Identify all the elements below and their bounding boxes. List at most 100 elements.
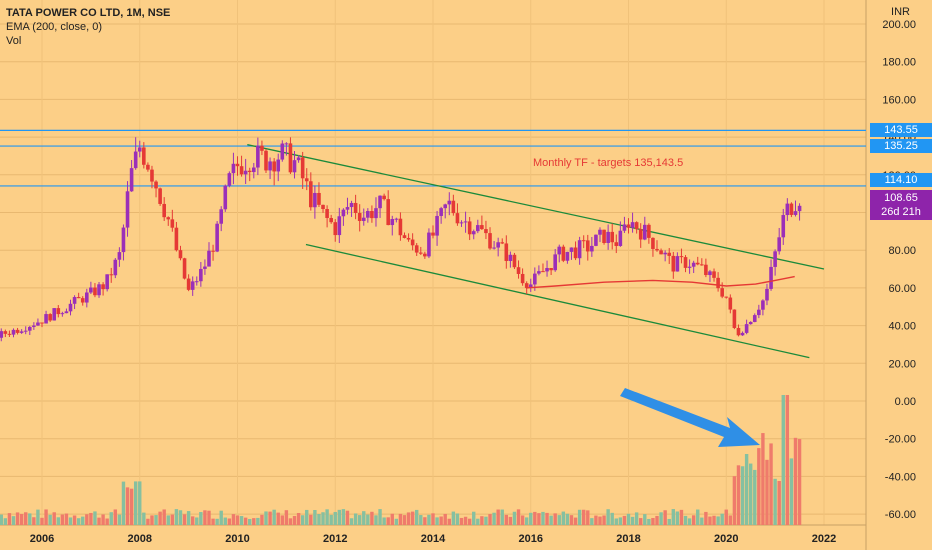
candle-body: [761, 300, 765, 310]
volume-bar: [252, 518, 256, 525]
volume-bar: [199, 512, 203, 525]
last-price-tag: 108.65 26d 21h: [870, 190, 932, 220]
volume-bar: [435, 517, 439, 525]
candle-body: [769, 266, 773, 289]
candle-body: [300, 157, 305, 179]
candle-body: [708, 271, 712, 276]
candle-body: [618, 230, 623, 246]
volume-bar: [455, 513, 460, 525]
candle-body: [251, 167, 256, 173]
volume-bar: [402, 515, 407, 525]
y-tick-1: 180.00: [882, 57, 916, 69]
candle-body: [309, 181, 313, 208]
volume-bar: [105, 518, 109, 525]
candle-body: [797, 205, 802, 212]
volume-bar: [524, 517, 529, 525]
volume-indicator-label[interactable]: Vol: [6, 35, 22, 47]
candle-body: [541, 271, 545, 273]
candle-body: [545, 268, 549, 272]
candle-body: [190, 281, 195, 290]
volume-bar: [357, 515, 362, 525]
volume-bar: [740, 466, 745, 525]
candle-body: [158, 188, 162, 204]
volume-bar: [215, 518, 219, 525]
candle-body: [284, 143, 289, 145]
candle-body: [492, 247, 496, 249]
volume-bar: [60, 514, 65, 525]
volume-bar: [647, 518, 651, 525]
volume-bar: [3, 518, 8, 525]
volume-bar: [321, 512, 325, 525]
candle-body: [349, 202, 354, 208]
candle-body: [243, 170, 248, 175]
volume-bar: [276, 512, 280, 525]
volume-bar: [256, 517, 260, 525]
volume-bar: [602, 515, 606, 525]
candle-body: [533, 273, 537, 285]
y-tick-2: 160.00: [882, 94, 916, 106]
volume-bar: [272, 509, 276, 525]
candle-body: [370, 211, 374, 219]
candle-body: [215, 223, 219, 252]
volume-bar: [0, 514, 3, 525]
candle-body: [728, 297, 733, 310]
symbol-title[interactable]: TATA POWER CO LTD, 1M, NSE: [6, 7, 171, 19]
channel-lower-line: [305, 243, 810, 359]
y-tick-10: 0.00: [895, 396, 916, 408]
candle-body: [280, 143, 285, 160]
candle-body: [418, 252, 423, 254]
candle-body: [366, 211, 370, 218]
candle-body: [276, 159, 281, 172]
candle-body: [679, 256, 684, 258]
candle-body: [374, 208, 378, 219]
volume-bar: [166, 515, 170, 525]
volume-bar: [313, 510, 317, 525]
volume-bar: [97, 517, 101, 525]
volume-bar: [472, 511, 476, 525]
candle-body: [7, 333, 12, 335]
volume-bar: [761, 433, 765, 525]
candle-body: [321, 204, 325, 210]
volume-bar: [341, 509, 346, 525]
candle-body: [154, 181, 158, 189]
volume-bar: [243, 517, 248, 525]
volume-bar: [516, 509, 521, 525]
candle-body: [683, 257, 688, 268]
volume-bar: [300, 515, 305, 525]
x-tick-7: 2020: [714, 533, 738, 545]
volume-bar: [129, 488, 134, 525]
candle-body: [296, 157, 301, 161]
volume-bar: [687, 518, 692, 525]
ema-indicator-label[interactable]: EMA (200, close, 0): [6, 21, 102, 33]
candle-body: [614, 242, 619, 246]
volume-bar: [671, 509, 676, 525]
volume-bar: [211, 518, 215, 525]
candle-body: [40, 322, 44, 324]
candle-body: [508, 254, 513, 261]
volume-bar: [663, 510, 667, 525]
volume-bar: [231, 514, 236, 525]
x-tick-0: 2006: [30, 533, 54, 545]
candle-body: [647, 224, 651, 238]
candle-body: [785, 203, 790, 216]
candle-body: [207, 250, 211, 267]
candle-body: [125, 191, 130, 228]
candle-body: [695, 262, 700, 265]
candle-body: [740, 332, 745, 336]
volume-bar: [569, 515, 574, 525]
candle-body: [27, 326, 32, 331]
volume-bar: [125, 487, 130, 525]
volume-bar: [309, 514, 313, 525]
volume-bar: [52, 512, 56, 525]
volume-bar: [728, 515, 733, 525]
volume-bar: [626, 513, 631, 525]
volume-bar: [288, 518, 293, 525]
volume-bar: [691, 515, 696, 525]
candle-body: [0, 331, 4, 338]
candle-body: [76, 297, 81, 299]
volume-bar: [643, 514, 647, 525]
candle-body: [194, 281, 199, 283]
candle-body: [56, 308, 61, 315]
